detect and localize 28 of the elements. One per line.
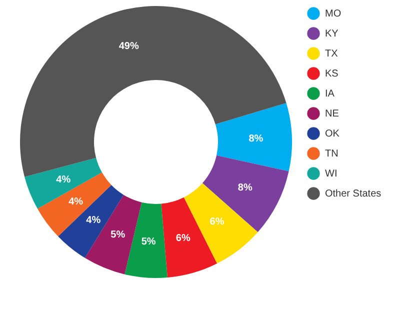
donut-slice xyxy=(58,185,124,258)
donut-slice xyxy=(215,103,292,172)
legend-label: TN xyxy=(325,148,338,160)
legend-label: NE xyxy=(325,108,340,120)
donut-slice xyxy=(202,155,289,232)
legend-label: OK xyxy=(325,128,340,140)
data-label: 8% xyxy=(248,133,264,144)
donut-slice xyxy=(84,194,142,274)
data-label: 6% xyxy=(210,216,224,228)
donut-slice xyxy=(20,6,286,177)
data-label: 49% xyxy=(118,40,139,52)
data-label: 5% xyxy=(141,236,156,248)
legend-label: MO xyxy=(325,8,342,20)
data-label: 4% xyxy=(68,196,84,208)
data-label: 4% xyxy=(56,174,71,186)
legend-label: KS xyxy=(325,68,339,80)
data-label: 4% xyxy=(86,214,101,226)
data-label: 5% xyxy=(110,229,126,240)
legend-label: WI xyxy=(325,168,338,180)
data-label: 8% xyxy=(238,182,252,194)
legend-label: TX xyxy=(325,48,338,60)
donut-slice xyxy=(38,172,112,236)
legend-label: IA xyxy=(325,88,335,100)
legend-label: KY xyxy=(325,28,339,40)
donut-slice xyxy=(124,202,168,278)
legend-label: Other States xyxy=(325,188,382,200)
donut-slice xyxy=(24,158,102,209)
data-label: 6% xyxy=(176,233,190,244)
